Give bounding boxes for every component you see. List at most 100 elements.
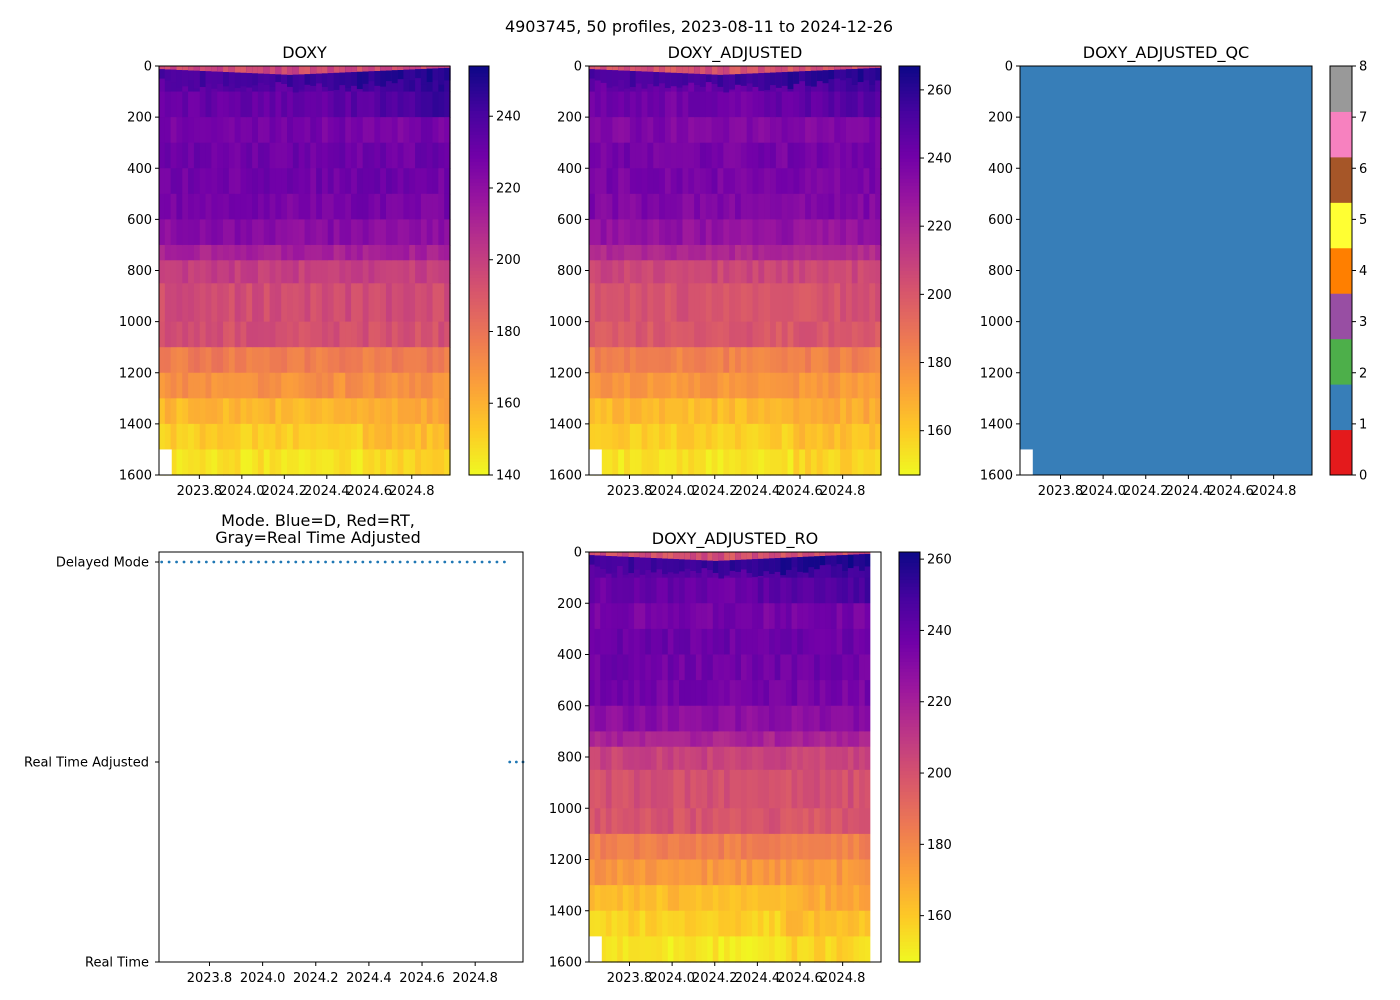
heatmap-cell — [397, 347, 405, 374]
heatmap-cell — [228, 168, 236, 195]
colorbar-segment — [899, 951, 920, 956]
heatmap-cell — [769, 577, 776, 604]
heatmap-cell — [310, 66, 317, 74]
heatmap-cell — [589, 69, 596, 79]
heatmap-cell — [758, 73, 765, 91]
heatmap-cell — [785, 680, 793, 707]
heatmap-cell — [298, 117, 306, 144]
heatmap-cell — [682, 142, 689, 169]
heatmap-cell — [624, 193, 631, 220]
colorbar-segment — [899, 914, 920, 919]
heatmap-cell — [327, 142, 335, 169]
heatmap-cell — [787, 168, 794, 195]
mode-point — [272, 560, 275, 564]
heatmap-cell — [409, 372, 416, 399]
colorbar-segment — [469, 256, 489, 261]
colorbar-segment — [899, 787, 920, 792]
heatmap-cell — [694, 117, 701, 144]
heatmap-cell — [420, 66, 428, 69]
colorbar-segment — [899, 362, 920, 367]
heatmap-cell — [723, 74, 730, 93]
colorbar-segment — [469, 372, 489, 377]
heatmap-cell — [426, 449, 434, 476]
heatmap-cell — [641, 91, 648, 118]
heatmap-cell — [310, 168, 317, 195]
heatmap-cell — [650, 859, 658, 886]
heatmap-cell — [746, 398, 754, 425]
heatmap-cell — [662, 558, 669, 575]
heatmap-cell — [853, 680, 860, 707]
heatmap-cell — [791, 654, 798, 681]
heatmap-cell — [612, 244, 619, 261]
heatmap-cell — [746, 680, 753, 707]
colorbar-segment — [899, 678, 920, 683]
heatmap-cell — [385, 372, 393, 399]
heatmap-cell — [368, 66, 375, 72]
heatmap-cell — [735, 91, 742, 118]
heatmap-cell — [740, 936, 748, 963]
heatmap-cell — [635, 193, 643, 220]
heatmap-cell — [653, 398, 660, 425]
heatmap-cell — [684, 577, 691, 604]
plot-frame — [1019, 65, 1313, 476]
heatmap-cell — [432, 219, 439, 246]
heatmap-cell — [699, 423, 707, 451]
heatmap-cell — [746, 833, 753, 861]
heatmap-cell — [816, 117, 824, 144]
heatmap-cell — [275, 91, 282, 118]
heatmap-cell — [688, 193, 695, 220]
heatmap-cell — [662, 654, 669, 681]
heatmap-cell — [298, 372, 306, 399]
heatmap-cell — [670, 66, 678, 73]
plot-frame — [588, 65, 882, 476]
colorbar-segment — [899, 849, 920, 854]
heatmap-cell — [228, 283, 236, 323]
heatmap-cell — [808, 628, 815, 656]
heatmap-cell — [420, 219, 428, 246]
heatmap-cell — [368, 321, 375, 348]
heatmap-cell — [594, 577, 601, 604]
heatmap-cell — [740, 449, 748, 476]
heatmap-cell — [724, 560, 731, 576]
panel-title: Mode. Blue=D, Red=RT, — [221, 511, 415, 530]
heatmap-cell — [650, 746, 658, 771]
colorbar-segment — [899, 328, 920, 333]
heatmap-cell — [845, 260, 853, 284]
heatmap-cell — [263, 142, 271, 169]
heatmap-cell — [188, 70, 195, 80]
heatmap-cell — [859, 603, 866, 630]
heatmap-cell — [606, 347, 613, 374]
colorbar-segment — [899, 839, 920, 844]
heatmap-cell — [217, 219, 224, 246]
heatmap-cell — [281, 321, 288, 348]
heatmap-cell — [847, 936, 855, 963]
heatmap-cell — [836, 555, 843, 565]
y-tick-label: 0 — [574, 60, 582, 75]
heatmap-cell — [764, 72, 771, 90]
heatmap-cell — [605, 833, 613, 861]
mode-point — [514, 760, 518, 764]
heatmap-cell — [705, 74, 713, 83]
heatmap-cell — [420, 321, 428, 348]
heatmap-cell — [257, 321, 265, 348]
heatmap-cell — [688, 449, 695, 476]
heatmap-cell — [612, 423, 619, 451]
heatmap-cell — [622, 552, 629, 557]
heatmap-cell — [724, 769, 731, 809]
heatmap-cell — [589, 885, 596, 912]
heatmap-cell — [705, 117, 713, 144]
heatmap-cell — [763, 833, 770, 861]
heatmap-cell — [752, 833, 759, 861]
heatmap-cell — [690, 603, 697, 630]
x-tick-label: 2024.6 — [1208, 484, 1254, 499]
heatmap-cell — [223, 260, 230, 284]
heatmap-cell — [618, 219, 625, 246]
heatmap-cell — [438, 321, 445, 348]
heatmap-cell — [159, 91, 166, 118]
heatmap-cell — [292, 142, 300, 169]
heatmap-cell — [316, 91, 323, 118]
colorbar-tick-label: 220 — [927, 220, 952, 235]
heatmap-cell — [707, 628, 714, 656]
heatmap-cell — [333, 423, 341, 451]
heatmap-cell — [228, 398, 236, 425]
